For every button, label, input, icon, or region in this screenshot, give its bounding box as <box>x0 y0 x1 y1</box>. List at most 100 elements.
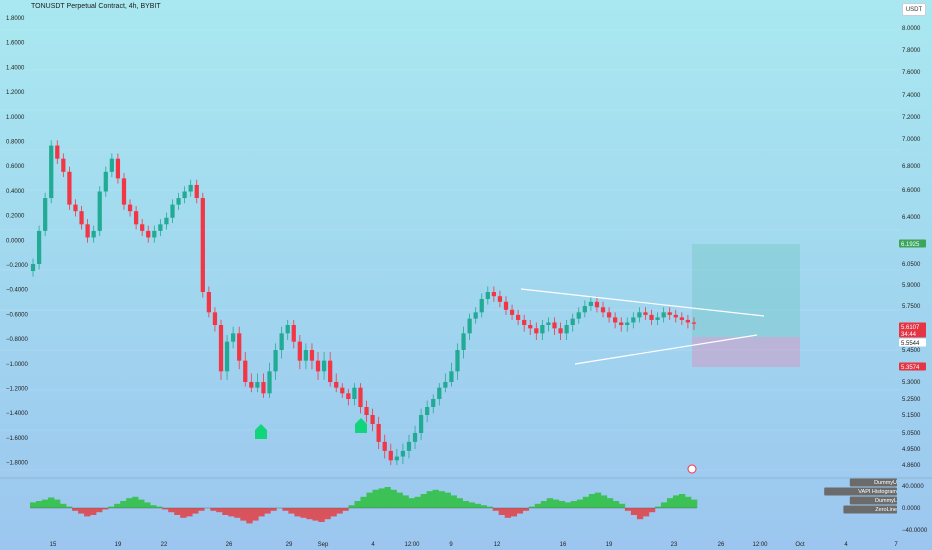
x-axis-tick: 4 <box>371 542 375 548</box>
histogram-bar <box>150 505 157 508</box>
candle-body <box>237 333 242 361</box>
histogram-bar <box>138 499 145 508</box>
position-zones <box>692 244 800 367</box>
x-axis-tick: 22 <box>161 542 168 548</box>
candle-body <box>491 292 496 297</box>
candle-body <box>540 325 545 334</box>
left-axis-tick: −1.6000 <box>6 436 29 442</box>
arrow-up-marker[interactable] <box>355 418 367 433</box>
candle-body <box>43 198 48 231</box>
right-axis-tick: 7.4000 <box>902 93 921 99</box>
histogram-bar <box>84 508 91 517</box>
candle-body <box>297 341 302 361</box>
candle-body <box>485 292 490 299</box>
left-axis-tick: 1.4000 <box>6 65 25 71</box>
left-axis-tick: 0.4000 <box>6 189 25 195</box>
histogram-bar <box>660 502 668 508</box>
histogram-bar <box>96 508 103 513</box>
histogram-bar <box>102 508 109 510</box>
x-axis-tick: Oct <box>795 542 805 548</box>
candle-body <box>643 312 648 315</box>
candle-body <box>449 371 454 382</box>
histogram-bar <box>690 499 698 508</box>
left-axis-tick: 0.8000 <box>6 140 25 146</box>
right-axis-tick: 7.6000 <box>902 70 921 76</box>
candle-body <box>631 317 636 323</box>
candle-body <box>685 319 691 323</box>
price-label-bg <box>899 329 926 338</box>
triangle-pattern <box>520 288 765 365</box>
candle-body <box>479 299 484 313</box>
histogram-bar <box>222 508 229 515</box>
histogram-bar <box>432 489 439 508</box>
histogram-bar <box>66 506 73 508</box>
event-icon[interactable] <box>687 464 697 474</box>
histogram-bar <box>108 506 115 508</box>
candle-body <box>594 301 600 308</box>
histogram-bar <box>162 508 169 510</box>
currency-button[interactable]: USDT <box>902 3 926 16</box>
candle-body <box>36 230 42 264</box>
histogram-bar <box>594 492 602 508</box>
candle-body <box>497 296 503 302</box>
left-axis-tick: −1.2000 <box>6 387 29 393</box>
candle-body <box>461 333 466 350</box>
candle-body <box>691 322 697 324</box>
histogram-bar <box>492 508 500 511</box>
histogram-bar <box>504 508 512 518</box>
osc-legend-bg <box>824 487 897 496</box>
candle-body <box>176 198 181 205</box>
osc-legend-bg <box>849 496 897 505</box>
histogram-bar <box>210 508 217 511</box>
candle-body <box>388 450 393 461</box>
histogram-bar <box>396 492 403 508</box>
candle-body <box>400 450 406 457</box>
histogram-bar <box>552 499 560 508</box>
arrow-up-marker[interactable] <box>255 424 267 439</box>
candle-body <box>576 312 581 319</box>
left-axis-tick: 1.2000 <box>6 90 25 96</box>
histogram-bar <box>558 501 566 508</box>
candle-body <box>309 350 315 361</box>
candle-body <box>146 230 151 238</box>
histogram-bar <box>216 508 223 513</box>
histogram-bar <box>228 508 235 517</box>
candle-body <box>55 145 60 159</box>
candle-body <box>273 350 278 372</box>
histogram-bar <box>240 508 247 521</box>
histogram-bar <box>306 508 313 520</box>
x-axis-tick: 26 <box>718 542 725 548</box>
price-label-entry: 5.5544 <box>901 341 920 347</box>
histogram-bar <box>192 508 199 514</box>
lower-trendline[interactable] <box>574 334 758 365</box>
histogram-bar <box>282 508 289 511</box>
histogram-bar <box>360 496 367 508</box>
left-axis-tick: 0.2000 <box>6 214 25 220</box>
upper-trendline[interactable] <box>520 288 765 317</box>
histogram-bar <box>114 503 121 508</box>
histogram-bar <box>42 499 49 508</box>
histogram-bar <box>564 502 572 508</box>
loss-zone[interactable] <box>692 337 800 367</box>
candle-body <box>194 184 199 199</box>
candle-body <box>364 407 369 415</box>
candle-body <box>661 312 666 318</box>
candle-body <box>346 393 351 399</box>
histogram-bar <box>384 487 391 508</box>
candle-body <box>558 328 563 334</box>
histogram-bar <box>168 508 175 513</box>
histogram-bar <box>156 506 163 508</box>
candle-body <box>133 211 139 225</box>
histogram-bar <box>336 508 343 514</box>
right-axis-tick: 4.9500 <box>902 447 921 453</box>
candle-body <box>649 314 654 320</box>
histogram-bar <box>534 503 542 508</box>
candle-body <box>606 312 612 318</box>
histogram-bar <box>546 498 554 508</box>
candle-body <box>109 158 114 172</box>
histogram-bar <box>522 508 530 511</box>
profit-zone[interactable] <box>692 244 800 337</box>
x-axis-tick: Sep <box>318 542 329 548</box>
